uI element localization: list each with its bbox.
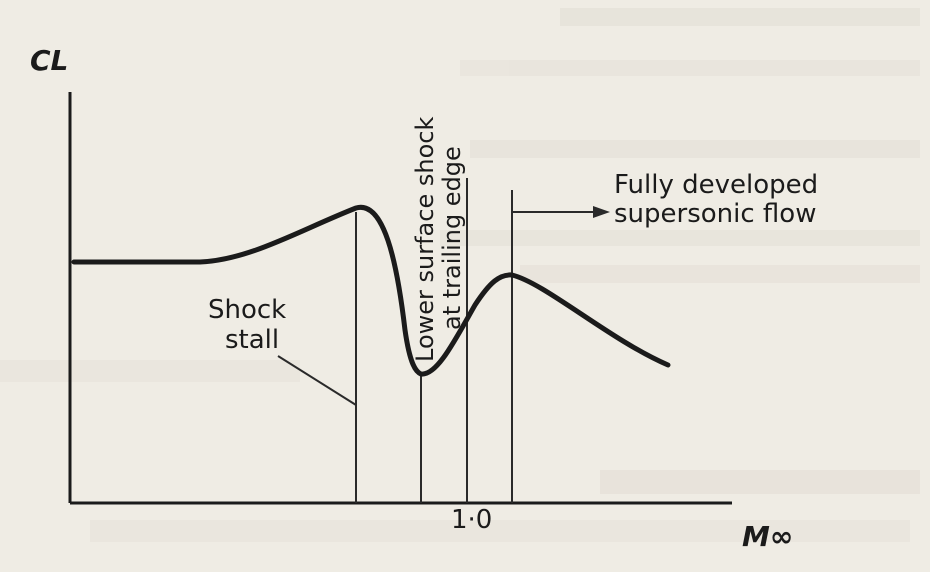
x-tick-label: 1·0 xyxy=(451,505,492,535)
supersonic-label-line2: supersonic flow xyxy=(614,199,816,229)
arrow-head-icon xyxy=(593,206,610,218)
cl-curve xyxy=(71,204,671,377)
y-axis-label: CL xyxy=(30,44,68,77)
background-texture xyxy=(0,8,920,542)
x-axis-label: M∞ xyxy=(742,520,793,553)
shock-stall-label-line1: Shock xyxy=(208,295,286,325)
supersonic-label-line1: Fully developed xyxy=(614,170,818,200)
shock-stall-leader xyxy=(277,355,357,406)
lower-shock-label-line1: Lower surface shock xyxy=(411,117,439,362)
lower-shock-label-line2: at trailing edge xyxy=(438,146,466,330)
shock-stall-label-line2: stall xyxy=(225,325,279,355)
